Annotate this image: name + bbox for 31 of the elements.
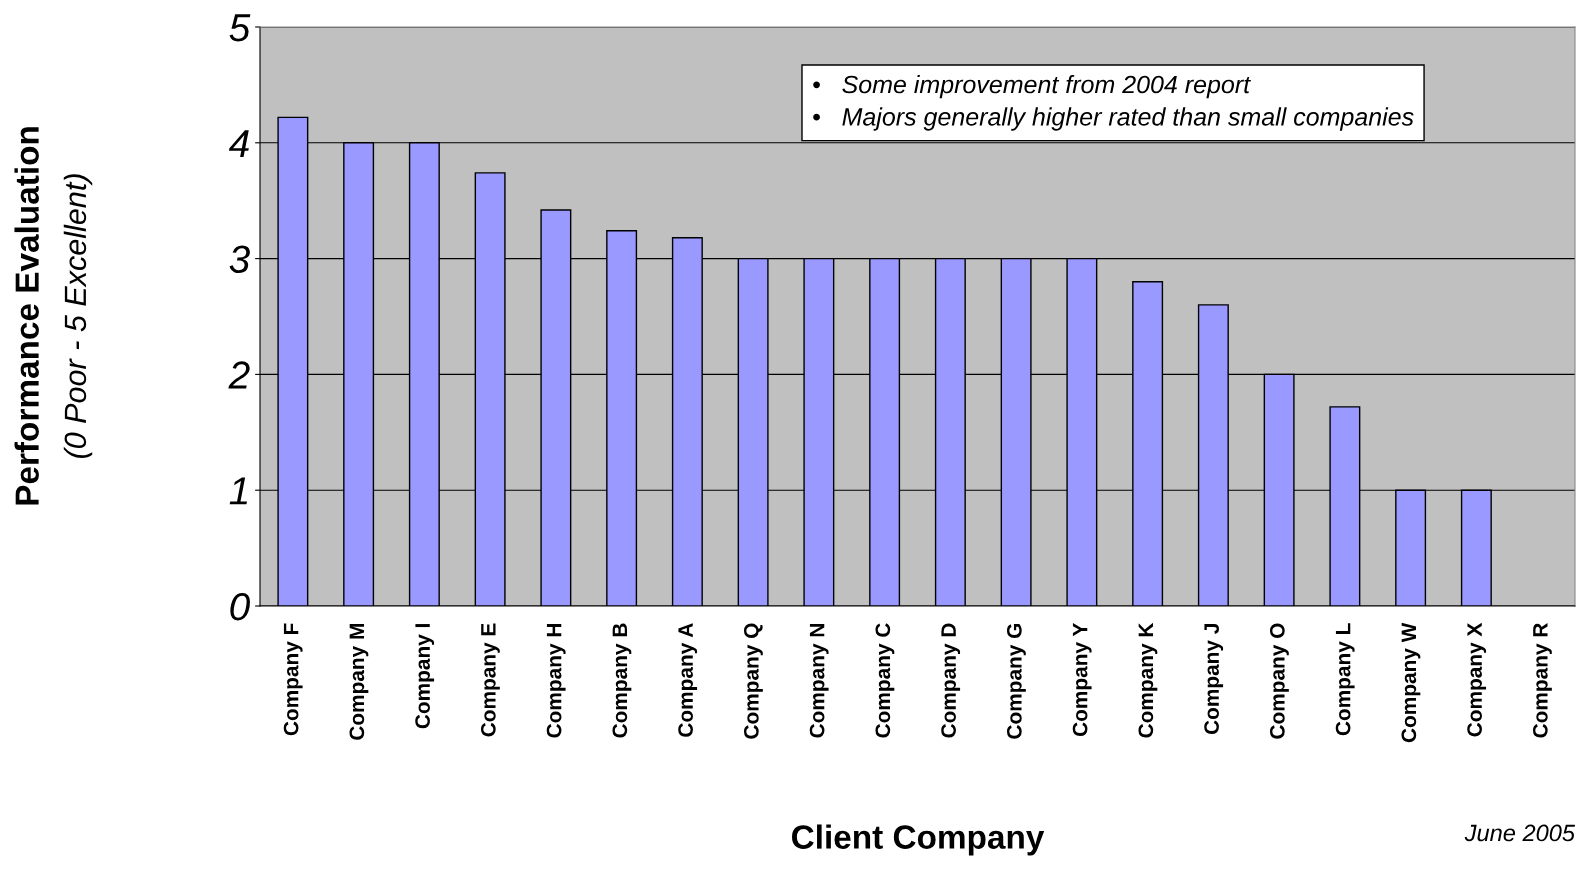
x-tick-label: Company I (415, 624, 435, 729)
x-tick-label: Company A (678, 623, 698, 737)
x-tick-label: Company M (349, 624, 369, 740)
x-tick-label: Company E (480, 623, 500, 737)
y-tick-label: 2 (228, 361, 250, 389)
x-tick-label: Company Q (743, 623, 763, 739)
x-tick-label: Company B (612, 623, 632, 738)
x-tick-label: Company D (941, 623, 961, 738)
x-tick-label: Company X (1467, 622, 1487, 737)
x-tick-label: Company F (283, 623, 303, 736)
x-tick-label: Company J (1204, 624, 1224, 735)
x-tick-label: Company H (546, 624, 566, 738)
y-tick-label: 3 (229, 245, 250, 274)
annotation: • Some improvement from 2004 report (813, 75, 1251, 99)
y-tick-label: 0 (230, 592, 250, 621)
x-tick-label: Company W (1401, 622, 1421, 743)
x-tick-label: Company C (875, 623, 895, 738)
annotation: • Majors generally higher rated than small companies (813, 107, 1414, 131)
x-axis-title: Client Company (792, 824, 1045, 856)
y-tick-label: 5 (229, 14, 251, 42)
x-tick-label: Company L (1335, 623, 1355, 736)
text: June 2005 (1464, 824, 1576, 842)
y-axis-title: Performance Evaluation (0 Poor - 5 Excellent) (14, 127, 93, 505)
x-tick-label: Company R (1532, 623, 1552, 738)
x-tick-label: Company N (809, 624, 829, 738)
x-tick-label: Company G (1006, 623, 1026, 739)
x-tick-label: Company K (1138, 622, 1158, 738)
y-tick-label: 4 (228, 130, 249, 157)
x-tick-label: Company O (1269, 623, 1289, 739)
y-tick-label: 1 (229, 477, 247, 505)
x-tick-label: Company Y (1072, 623, 1092, 737)
